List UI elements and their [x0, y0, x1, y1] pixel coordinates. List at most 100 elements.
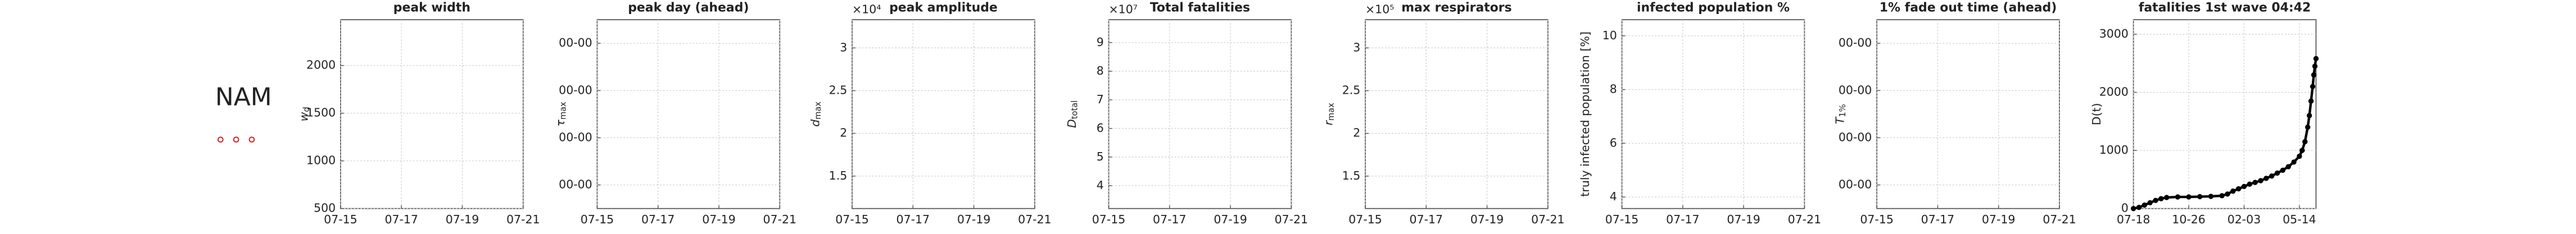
- data-point: [2230, 188, 2236, 194]
- x-tick-label: 07-21: [1788, 213, 1821, 226]
- y-tick-label: 2.5: [829, 84, 848, 97]
- plot-frame: [1621, 19, 1805, 209]
- x-tick-label: 07-21: [506, 213, 540, 226]
- x-tick-label: 05-14: [2283, 213, 2316, 226]
- plot-frame: [1108, 19, 1292, 209]
- y-tick-label: 3000: [2099, 27, 2129, 40]
- chart-title: Total fatalities: [1150, 1, 1250, 15]
- chart-title: peak width: [393, 1, 470, 15]
- data-point: [2291, 159, 2297, 165]
- x-tick-label: 07-15: [835, 213, 868, 226]
- data-point: [2175, 194, 2181, 200]
- data-point: [2302, 139, 2308, 145]
- y-tick-label: 00-00: [1839, 36, 1872, 49]
- y-tick-label: 00-00: [559, 130, 592, 144]
- data-point: [2197, 194, 2203, 200]
- data-point: [2252, 180, 2258, 185]
- y-tick-label: 1000: [2099, 143, 2129, 157]
- data-point: [2235, 186, 2242, 192]
- y-tick-label: 2000: [306, 58, 336, 72]
- data-point: [2313, 56, 2319, 62]
- x-tick-label: 07-15: [581, 213, 614, 226]
- x-tick-label: 07-15: [1605, 213, 1638, 226]
- x-tick-label: 07-18: [2117, 213, 2150, 226]
- x-tick-label: 07-17: [384, 213, 418, 226]
- x-tick-label: 07-21: [1275, 213, 1308, 226]
- x-tick-label: 07-17: [641, 213, 674, 226]
- x-tick-label: 07-19: [1727, 213, 1760, 226]
- x-tick-label: 02-03: [2228, 213, 2261, 226]
- data-point: [2308, 98, 2314, 104]
- y-axis-label: τmax: [554, 102, 568, 127]
- plot-frame: [852, 19, 1035, 209]
- chart-title: infected population %: [1637, 1, 1790, 15]
- x-tick-label: 07-17: [1410, 213, 1443, 226]
- y-tick-label: 2.5: [1342, 84, 1361, 97]
- data-point: [2305, 124, 2311, 130]
- y-tick-label: 8: [1610, 82, 1617, 96]
- data-point: [2164, 195, 2170, 200]
- y-tick-label: 00-00: [559, 178, 592, 191]
- x-tick-label: 07-21: [2043, 213, 2076, 226]
- data-point: [2130, 205, 2136, 212]
- data-point: [2208, 194, 2214, 199]
- marker-icon: [248, 136, 255, 143]
- x-tick-label: 07-15: [1348, 213, 1382, 226]
- y-tick-label: 00-00: [1839, 178, 1872, 191]
- y-tick-label: 10: [1602, 29, 1617, 42]
- x-tick-label: 07-19: [446, 213, 479, 226]
- y-tick-label: 00-00: [559, 83, 592, 97]
- y-tick-label: 4: [1610, 190, 1617, 203]
- y-axis-label: truly infected population [%]: [1578, 31, 1592, 196]
- x-tick-label: 07-19: [957, 213, 990, 226]
- data-point: [2306, 113, 2312, 118]
- region-label: NAM: [215, 83, 272, 112]
- data-point: [2269, 173, 2275, 179]
- plot-frame: [596, 19, 781, 209]
- x-tick-label: 07-15: [1860, 213, 1893, 226]
- x-tick-label: 07-21: [1018, 213, 1051, 226]
- data-point: [2136, 204, 2142, 210]
- plot-frame: [1876, 19, 2060, 209]
- plot-frame: [2133, 19, 2317, 209]
- y-axis-label: dmax: [809, 102, 823, 127]
- x-tick-label: 07-17: [1921, 213, 1954, 226]
- chart-title: fatalities 1st wave 04:42: [2139, 1, 2311, 15]
- data-point: [2311, 72, 2317, 78]
- chart-title: peak day (ahead): [628, 1, 749, 15]
- y-tick-label: 00-00: [559, 36, 592, 49]
- data-point: [2186, 194, 2192, 200]
- y-tick-label: 3: [1353, 40, 1360, 54]
- x-tick-label: 07-21: [763, 213, 796, 226]
- chart-title: max respirators: [1401, 1, 1511, 15]
- y-multiplier: ×10⁵: [1365, 3, 1394, 16]
- y-tick-label: 1.5: [1342, 169, 1361, 182]
- data-point: [2297, 153, 2302, 159]
- y-tick-label: 9: [1097, 35, 1104, 49]
- y-tick-label: 2000: [2099, 85, 2129, 99]
- plot-frame: [340, 19, 524, 209]
- x-tick-label: 07-15: [324, 213, 357, 226]
- y-tick-label: 00-00: [1839, 130, 1872, 144]
- y-axis-label: wd: [297, 107, 311, 121]
- data-point: [2299, 148, 2305, 153]
- data-point: [2258, 178, 2263, 183]
- data-point: [2153, 198, 2158, 203]
- data-point: [2147, 200, 2153, 205]
- data-point: [2219, 193, 2225, 199]
- y-tick-label: 8: [1097, 64, 1104, 77]
- y-tick-label: 2: [1353, 126, 1360, 140]
- data-point: [2247, 181, 2253, 187]
- x-tick-label: 07-17: [1666, 213, 1699, 226]
- x-tick-label: 07-19: [1982, 213, 2015, 226]
- y-tick-label: 0: [2121, 201, 2129, 215]
- y-multiplier: ×10⁷: [1109, 3, 1138, 16]
- data-point: [2241, 183, 2247, 189]
- y-tick-label: 1500: [306, 106, 336, 120]
- x-tick-label: 07-19: [702, 213, 735, 226]
- y-tick-label: 6: [1097, 121, 1104, 135]
- data-point: [2285, 164, 2291, 169]
- y-axis-label: T1%: [1833, 104, 1848, 124]
- x-tick-label: 07-21: [1531, 213, 1564, 226]
- y-tick-label: 500: [314, 201, 336, 215]
